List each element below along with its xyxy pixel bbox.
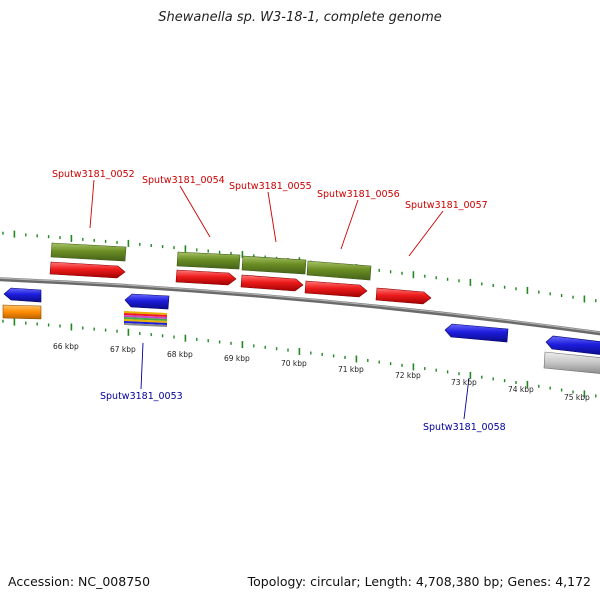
cds-arrow[interactable] — [175, 269, 237, 286]
cds-arrow[interactable] — [375, 287, 432, 305]
cds-arrow[interactable] — [3, 287, 42, 303]
gene-label[interactable]: Sputw3181_0054 — [142, 175, 225, 186]
genome-backbone — [0, 277, 600, 336]
scale-label: 74 kbp — [508, 385, 534, 394]
scale-label: 71 kbp — [338, 365, 364, 374]
genome-title: Shewanella sp. W3-18-1, complete genome — [158, 10, 442, 25]
gene-bar[interactable] — [241, 255, 307, 275]
cds-arrow[interactable] — [304, 280, 368, 298]
cds-arrow[interactable] — [545, 335, 600, 355]
label-leader — [340, 199, 359, 250]
scale-label: 70 kbp — [281, 359, 307, 368]
gene-label[interactable]: Sputw3181_0055 — [229, 181, 312, 192]
accession-text: Accession: NC_008750 — [8, 574, 151, 589]
cds-arrow[interactable] — [124, 293, 170, 310]
gene-bar[interactable] — [306, 260, 372, 281]
label-leader — [408, 210, 444, 257]
scale-label: 73 kbp — [451, 378, 477, 387]
label-leader — [89, 179, 95, 229]
gene-label[interactable]: Sputw3181_0053 — [100, 391, 183, 402]
genome-backbone-highlight — [0, 277, 600, 333]
cds-arrow[interactable] — [49, 261, 126, 279]
cds-arrow[interactable] — [444, 323, 509, 343]
label-leader — [267, 191, 277, 243]
gene-label[interactable]: Sputw3181_0052 — [52, 169, 135, 180]
scale-label: 72 kbp — [395, 371, 421, 380]
genome-summary: Topology: circular; Length: 4,708,380 bp… — [247, 574, 591, 589]
gene-bar[interactable] — [176, 251, 241, 270]
cds-arrow[interactable] — [240, 274, 304, 292]
upper-tick-track — [2, 230, 597, 303]
scale-label: 75 kbp — [564, 393, 590, 402]
gene-label[interactable]: Sputw3181_0056 — [317, 189, 400, 200]
rna-feature[interactable] — [124, 311, 167, 327]
scale-label: 67 kbp — [110, 345, 136, 354]
label-leader — [463, 377, 470, 420]
scale-label: 66 kbp — [53, 342, 79, 351]
label-leader — [179, 185, 211, 238]
lower-tick-track — [2, 318, 597, 398]
feature-bar[interactable] — [2, 304, 42, 320]
feature-bar[interactable] — [543, 351, 600, 374]
scale-label: 69 kbp — [224, 354, 250, 363]
gene-bar[interactable] — [50, 242, 127, 262]
label-leader — [140, 342, 144, 390]
scale-label: 68 kbp — [167, 350, 193, 359]
gene-label[interactable]: Sputw3181_0057 — [405, 200, 488, 211]
gene-label[interactable]: Sputw3181_0058 — [423, 422, 506, 433]
